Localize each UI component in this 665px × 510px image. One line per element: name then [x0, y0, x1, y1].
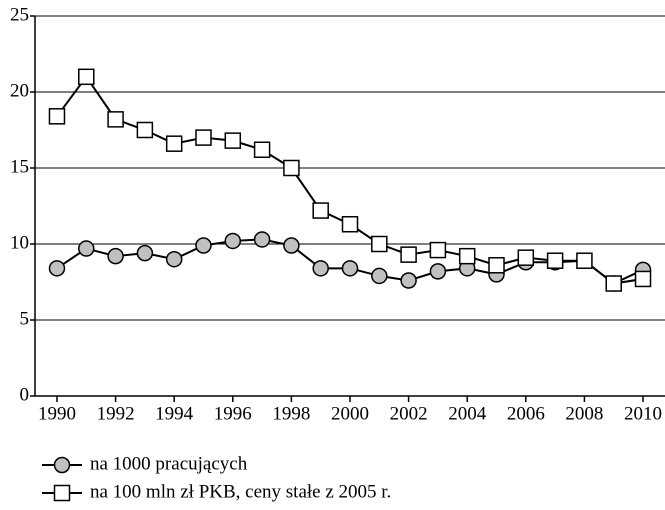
data-point: [371, 235, 388, 253]
data-point: [429, 241, 447, 259]
x-tick-label: 2004: [448, 403, 487, 424]
legend-label: na 100 mln zł PKB, ceny stałe z 2005 r.: [90, 481, 391, 502]
data-point: [224, 132, 242, 149]
x-tick-label: 1992: [97, 403, 135, 424]
legend-label: na 1000 pracujących: [90, 453, 248, 474]
data-point: [48, 108, 66, 125]
data-point: [312, 202, 329, 219]
data-point: [429, 263, 447, 280]
data-point: [48, 260, 66, 277]
x-tick-label: 2006: [507, 403, 545, 424]
data-point: [165, 250, 183, 268]
data-point: [253, 231, 271, 248]
legend-marker: [53, 456, 71, 474]
data-point: [488, 257, 505, 274]
data-point: [400, 272, 417, 289]
data-point: [634, 270, 652, 288]
data-point: [253, 141, 271, 159]
y-tick-label: 5: [20, 308, 30, 329]
data-point: [283, 159, 300, 177]
x-tick-label: 1996: [214, 403, 252, 424]
data-point: [195, 129, 212, 146]
x-tick-label: 2008: [565, 403, 603, 424]
data-point: [517, 249, 535, 266]
data-point: [371, 267, 388, 285]
legend-marker: [53, 484, 71, 502]
x-tick-label: 2002: [390, 403, 428, 424]
data-point: [195, 237, 212, 254]
data-point: [136, 121, 154, 139]
data-point: [576, 252, 593, 269]
data-point: [78, 68, 95, 86]
y-tick-label: 10: [10, 232, 29, 253]
x-tick-label: 1994: [155, 403, 194, 424]
data-point: [136, 244, 154, 262]
data-point: [400, 246, 417, 263]
y-tick-label: 20: [10, 80, 29, 101]
data-point: [458, 247, 476, 265]
data-point: [224, 232, 242, 250]
x-tick-label: 2010: [624, 403, 662, 424]
y-tick-label: 15: [10, 156, 29, 177]
data-point: [107, 111, 124, 128]
x-tick-label: 1990: [38, 403, 76, 424]
x-tick-label: 2000: [331, 403, 369, 424]
data-point: [341, 260, 359, 277]
data-point: [165, 135, 183, 152]
data-point: [341, 215, 359, 233]
data-point: [605, 275, 622, 292]
data-point: [312, 260, 329, 277]
data-point: [283, 237, 300, 254]
y-tick-label: 25: [10, 4, 29, 25]
data-point: [546, 252, 564, 269]
data-point: [107, 247, 124, 265]
data-point: [78, 240, 95, 257]
x-tick-label: 1998: [272, 403, 310, 424]
y-tick-label: 0: [20, 384, 30, 405]
